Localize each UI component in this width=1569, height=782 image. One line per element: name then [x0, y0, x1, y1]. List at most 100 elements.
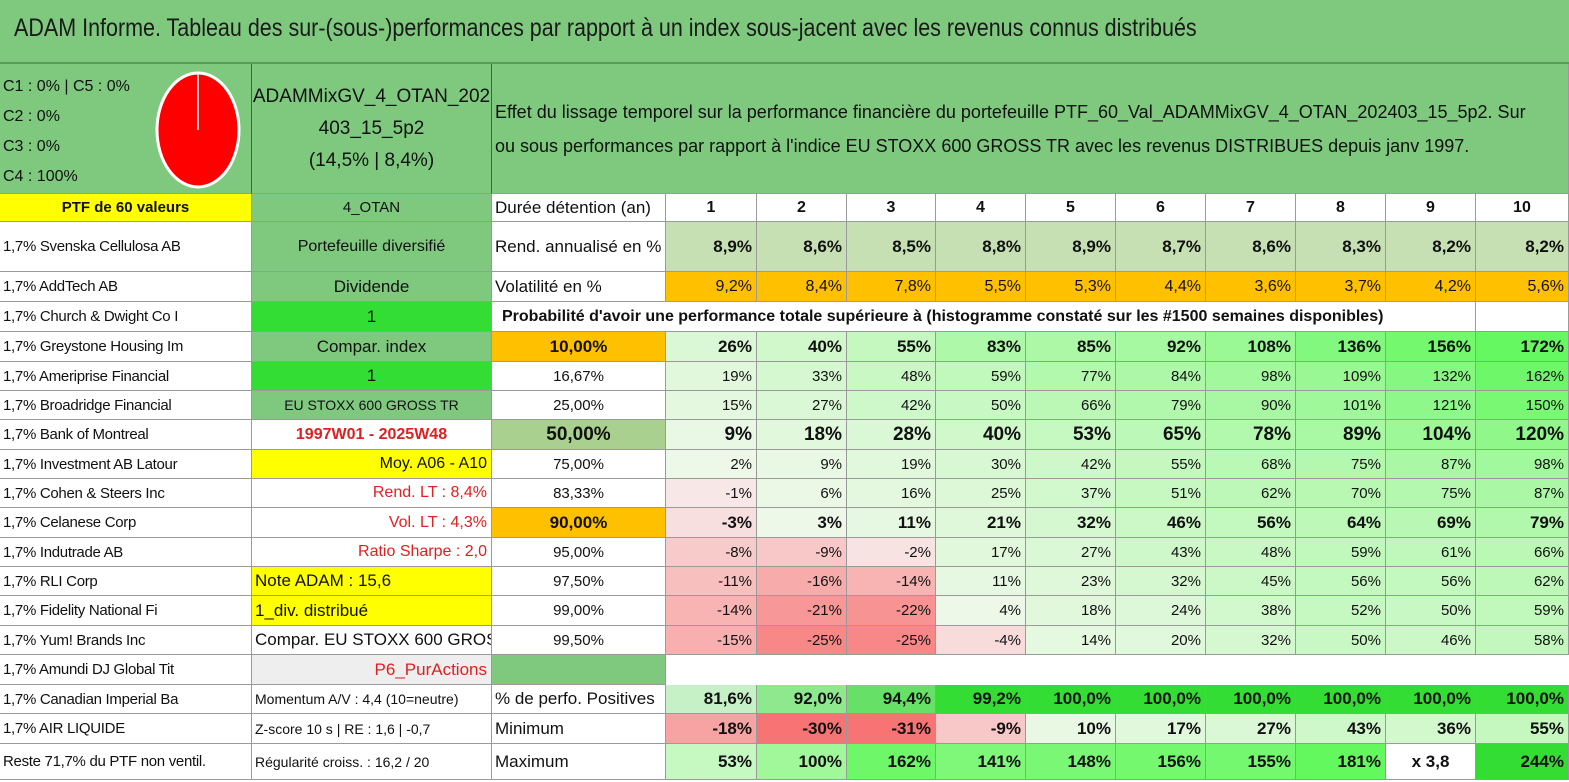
info-cell-5: Compar. index	[252, 332, 492, 362]
rend-year-5: 8,9%	[1026, 222, 1116, 272]
positives-year-1: 81,6%	[666, 685, 757, 714]
vol-year-3: 7,8%	[847, 272, 936, 302]
rend-year-3: 8,5%	[847, 222, 936, 272]
year-5: 5	[1026, 194, 1116, 222]
q1-year-3: 55%	[847, 332, 936, 362]
quantile-6: 83,33%	[492, 479, 666, 508]
q9-year-10: 62%	[1476, 567, 1569, 596]
q4-year-2: 18%	[757, 420, 847, 450]
q4-year-3: 28%	[847, 420, 936, 450]
q1-year-4: 83%	[936, 332, 1026, 362]
q5-year-5: 42%	[1026, 450, 1116, 479]
q4-year-8: 89%	[1296, 420, 1386, 450]
quantile-10: 99,00%	[492, 596, 666, 626]
quantile-9: 97,50%	[492, 567, 666, 596]
vol-year-5: 5,3%	[1026, 272, 1116, 302]
maximum-year-2: 100%	[757, 744, 847, 780]
minimum-year-2: -30%	[757, 714, 847, 744]
q11-year-2: -25%	[757, 626, 847, 655]
q8-year-9: 61%	[1386, 538, 1476, 567]
q5-year-9: 87%	[1386, 450, 1476, 479]
q5-year-3: 19%	[847, 450, 936, 479]
class-c4: C4 : 100%	[3, 168, 78, 185]
maximum-year-6: 156%	[1116, 744, 1206, 780]
info-cell-10: Rend. LT : 8,4%	[252, 479, 492, 508]
info-cell-9: Moy. A06 - A10	[252, 450, 492, 479]
q10-year-6: 24%	[1116, 596, 1206, 626]
q1-year-2: 40%	[757, 332, 847, 362]
q7-year-7: 56%	[1206, 508, 1296, 538]
q6-year-2: 6%	[757, 479, 847, 508]
class-c3: C3 : 0%	[3, 138, 60, 155]
quantile-8: 95,00%	[492, 538, 666, 567]
vol-label: Volatilité en %	[492, 272, 666, 302]
positives-year-5: 100,0%	[1026, 685, 1116, 714]
q8-year-4: 17%	[936, 538, 1026, 567]
positives-label: % de perfo. Positives	[492, 685, 666, 714]
info-cell-13: Note ADAM : 15,6	[252, 567, 492, 596]
maximum-year-5: 148%	[1026, 744, 1116, 780]
q8-year-10: 66%	[1476, 538, 1569, 567]
q10-year-9: 50%	[1386, 596, 1476, 626]
holding-3: 1,7% Church & Dwight Co I	[0, 302, 252, 332]
vol-year-2: 8,4%	[757, 272, 847, 302]
q10-year-10: 59%	[1476, 596, 1569, 626]
blank-cell	[1476, 302, 1569, 332]
q3-year-7: 90%	[1206, 391, 1296, 420]
info-cell-1: 4_OTAN	[252, 194, 492, 222]
holding-10: 1,7% Celanese Corp	[0, 508, 252, 538]
holding-14: 1,7% Yum! Brands Inc	[0, 626, 252, 655]
holding-12: 1,7% RLI Corp	[0, 567, 252, 596]
rend-year-4: 8,8%	[936, 222, 1026, 272]
quantile-11: 99,50%	[492, 626, 666, 655]
positives-year-6: 100,0%	[1116, 685, 1206, 714]
q11-year-6: 20%	[1116, 626, 1206, 655]
q3-year-5: 66%	[1026, 391, 1116, 420]
q4-year-1: 9%	[666, 420, 757, 450]
minimum-label: Minimum	[492, 714, 666, 744]
vol-year-1: 9,2%	[666, 272, 757, 302]
info-cell-7: EU STOXX 600 GROSS TR	[252, 391, 492, 420]
q9-year-3: -14%	[847, 567, 936, 596]
q5-year-2: 9%	[757, 450, 847, 479]
duration-label: Durée détention (an)	[492, 194, 666, 222]
holding-16: 1,7% Canadian Imperial Ba	[0, 685, 252, 714]
positives-year-10: 100,0%	[1476, 685, 1569, 714]
rend-label: Rend. annualisé en %	[492, 222, 666, 272]
q9-year-7: 45%	[1206, 567, 1296, 596]
q8-year-2: -9%	[757, 538, 847, 567]
maximum-year-8: 181%	[1296, 744, 1386, 780]
holding-5: 1,7% Ameriprise Financial	[0, 362, 252, 391]
positives-year-9: 100,0%	[1386, 685, 1476, 714]
year-1: 1	[666, 194, 757, 222]
info-cell-3: Dividende	[252, 272, 492, 302]
vol-year-4: 5,5%	[936, 272, 1026, 302]
rend-year-8: 8,3%	[1296, 222, 1386, 272]
q11-year-7: 32%	[1206, 626, 1296, 655]
q2-year-8: 109%	[1296, 362, 1386, 391]
info-cell-6: 1	[252, 362, 492, 391]
q3-year-9: 121%	[1386, 391, 1476, 420]
q3-year-2: 27%	[757, 391, 847, 420]
report-title-bar: ADAM Informe. Tableau des sur-(sous-)per…	[0, 0, 1569, 64]
minimum-year-4: -9%	[936, 714, 1026, 744]
q8-year-7: 48%	[1206, 538, 1296, 567]
q6-year-3: 16%	[847, 479, 936, 508]
quantile-3: 25,00%	[492, 391, 666, 420]
holding-18: Reste 71,7% du PTF non ventil.	[0, 744, 252, 780]
positives-year-3: 94,4%	[847, 685, 936, 714]
q9-year-1: -11%	[666, 567, 757, 596]
minimum-year-6: 17%	[1116, 714, 1206, 744]
minimum-year-7: 27%	[1206, 714, 1296, 744]
info-cell-16: P6_PurActions	[252, 655, 492, 685]
quantile-2: 16,67%	[492, 362, 666, 391]
q3-year-4: 50%	[936, 391, 1026, 420]
q9-year-4: 11%	[936, 567, 1026, 596]
portfolio-name-box: ADAMMixGV_4_OTAN_202 403_15_5p2 (14,5% |…	[252, 64, 492, 194]
year-4: 4	[936, 194, 1026, 222]
empty-green-cell	[492, 655, 666, 685]
minimum-year-9: 36%	[1386, 714, 1476, 744]
holding-2: 1,7% AddTech AB	[0, 272, 252, 302]
q10-year-5: 18%	[1026, 596, 1116, 626]
holding-15: 1,7% Amundi DJ Global Tit	[0, 655, 252, 685]
